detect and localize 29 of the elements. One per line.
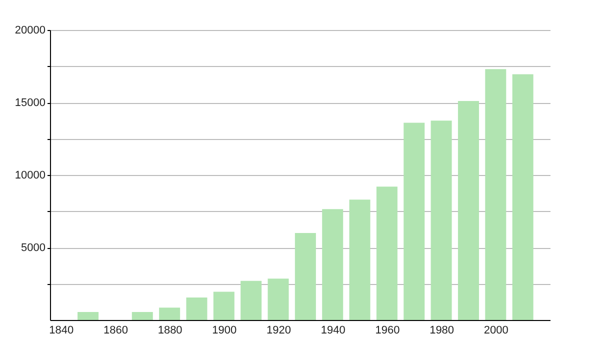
y-tick-label: 20000 (14, 24, 46, 36)
x-tick-label: 1840 (49, 324, 74, 336)
x-tick-label: 1860 (103, 324, 128, 336)
x-tick-label: 1960 (375, 324, 400, 336)
bar (132, 312, 153, 320)
bar (485, 69, 506, 320)
y-tick-label: 15000 (14, 97, 46, 109)
bar (294, 233, 316, 320)
bar (322, 209, 344, 320)
bar (404, 122, 425, 320)
x-tick-label: 1900 (212, 324, 237, 336)
y-tick-label: 5000 (21, 242, 46, 254)
bar (159, 308, 180, 320)
x-tick-label: 2000 (484, 324, 508, 336)
x-tick-label: 1920 (266, 324, 292, 336)
x-tick-label: 1880 (158, 324, 182, 336)
x-tick-label: 1980 (430, 324, 454, 336)
bar (349, 200, 370, 320)
y-tick-label: 10000 (14, 170, 46, 182)
bar (78, 312, 99, 320)
bar (240, 280, 262, 320)
bar (268, 278, 289, 320)
bar (458, 101, 479, 320)
bar (376, 186, 398, 320)
bar (512, 74, 534, 320)
x-tick-label: 1940 (320, 324, 346, 336)
bar (186, 298, 208, 320)
bar (430, 120, 452, 320)
bar (213, 292, 234, 320)
